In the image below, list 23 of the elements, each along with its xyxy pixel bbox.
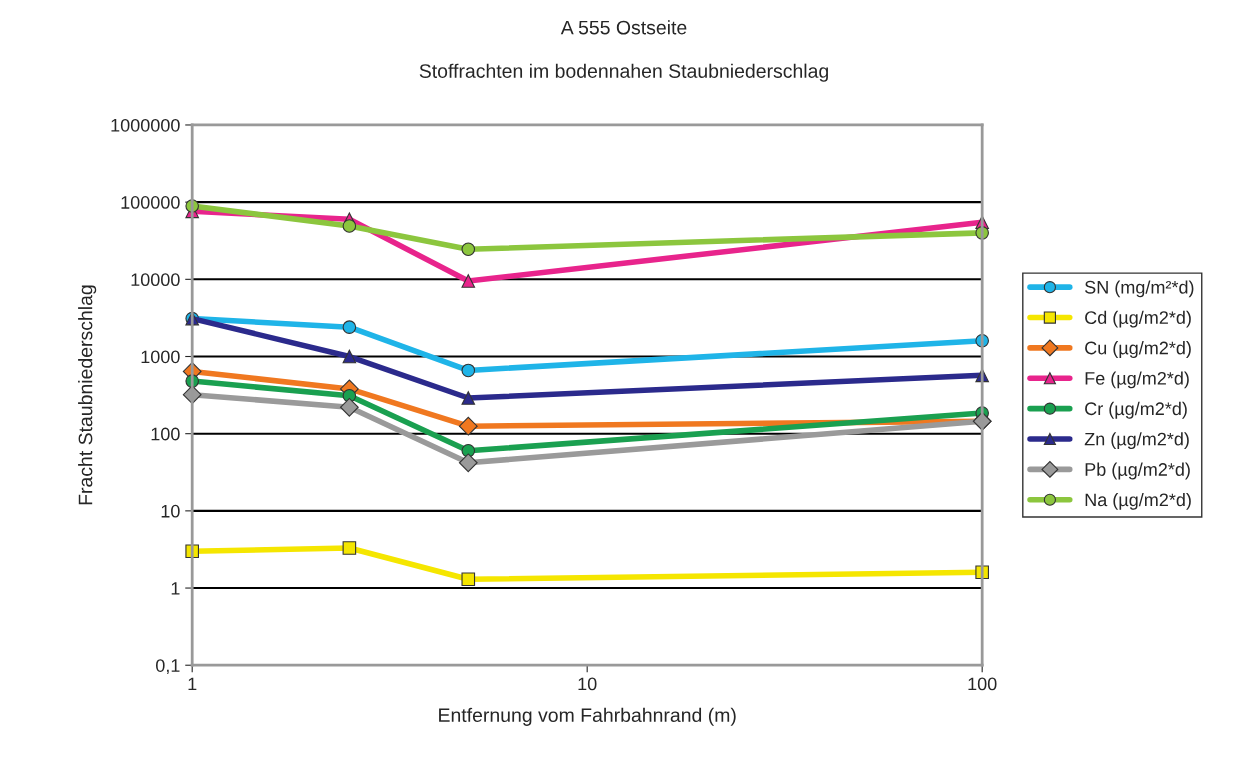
y-tick-label: 1000000 [111,118,180,132]
legend-label: Cr (µg/m2*d) [1085,401,1187,419]
legend-label: Cu (µg/m2*d) [1085,341,1191,358]
legend-label: SN (mg/m²*d) [1085,280,1194,298]
x-tick-label: 1 [188,677,197,691]
chart-subtitle: Stoffrachten im bodennahen Staubniederschlag [419,63,828,82]
chart-title: A 555 Ostseite [560,20,687,35]
y-tick-label: 1000 [141,350,180,364]
legend-label: Zn (µg/m2*d) [1084,432,1189,450]
y-tick-label: 10 [161,504,180,518]
y-tick-label: 100 [151,427,180,441]
legend-label: Cd (µg/m2*d) [1085,310,1191,328]
legend-label: Na (µg/m2*d) [1085,492,1191,510]
x-tick-label: 100 [968,677,997,691]
y-tick-label: 10000 [131,273,180,287]
y-axis-title: Fracht Staubniederschlag [78,285,97,505]
y-tick-label: 100000 [121,196,180,209]
x-axis-title: Entfernung vom Fahrbahnrand (m) [439,707,736,726]
legend-label: Fe (µg/m2*d) [1085,371,1189,389]
x-tick-label: 10 [578,677,597,691]
legend-label: Pb (µg/m2*d) [1085,462,1190,480]
y-tick-label: 0,1 [155,659,180,675]
y-tick-label: 1 [171,582,180,595]
